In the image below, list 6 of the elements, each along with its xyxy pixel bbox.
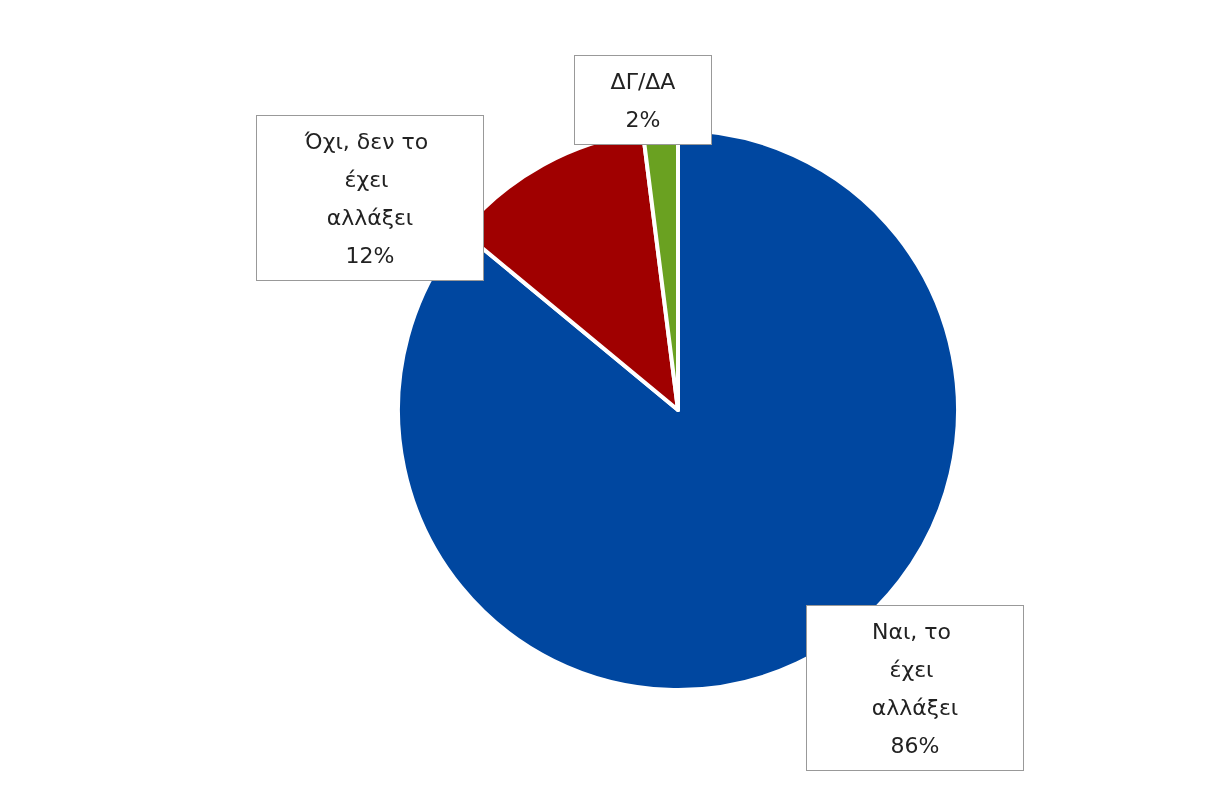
data-label: 2% (625, 106, 661, 132)
data-label: 86% (890, 732, 940, 758)
slice-label: Όχι, δεν το έχει αλλάξει (303, 128, 436, 230)
slice-label: ΔΓ/ΔΑ (610, 68, 676, 94)
slice-label: Ναι, το έχει αλλάξει (871, 618, 959, 720)
data-label: 12% (345, 242, 395, 268)
